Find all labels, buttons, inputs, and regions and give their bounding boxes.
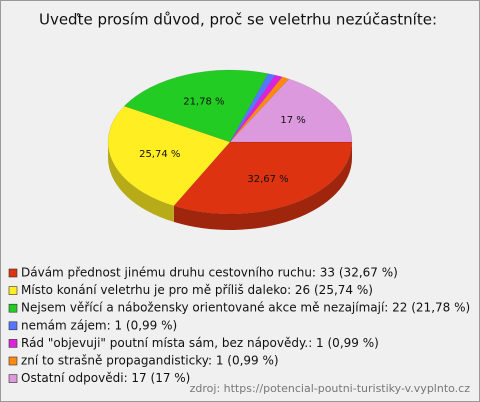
legend-swatch <box>8 374 18 383</box>
slice-side <box>173 142 352 230</box>
source: zdroj: https://potencial-poutni-turistik… <box>190 382 471 395</box>
legend-swatch <box>8 356 18 366</box>
legend-label: Dávám přednost jinému druhu cestovního r… <box>21 266 398 280</box>
slice <box>173 141 353 215</box>
value-label: 21,78 % <box>183 97 224 108</box>
slice <box>107 105 231 207</box>
legend-label: Nejsem věřící a nábožensky orientované a… <box>21 301 470 315</box>
chart-title: Uveďte prosím důvod, proč se veletrhu ne… <box>39 11 437 29</box>
legend-label: Ostatní odpovědi: 17 (17 %) <box>21 371 190 385</box>
legend-swatch <box>8 286 18 295</box>
slice <box>229 78 353 143</box>
legend: Dávám přednost jinému druhu cestovního r… <box>8 266 470 385</box>
pie: 32,67 % 25,74 % 21,78 % 17 % <box>107 69 353 230</box>
legend-label: Místo konání veletrhu je pro mě příliš d… <box>21 283 373 297</box>
legend-swatch <box>8 268 18 278</box>
legend-label: zní to strašně propagandisticky: 1 (0,99… <box>21 354 279 368</box>
slice-side <box>108 142 174 222</box>
legend-label: Rád "objevuji" poutní místa sám, bez náp… <box>21 336 379 350</box>
legend-swatch <box>8 321 18 331</box>
value-label: 25,74 % <box>139 149 180 160</box>
value-label: 17 % <box>280 115 305 126</box>
slice <box>229 74 283 143</box>
value-label: 32,67 % <box>247 174 288 185</box>
legend-swatch <box>8 339 18 348</box>
slice <box>123 69 269 143</box>
slice <box>229 76 290 143</box>
legend-swatch <box>8 303 18 313</box>
legend-label: nemám zájem: 1 (0,99 %) <box>21 318 177 332</box>
slice <box>229 73 276 143</box>
